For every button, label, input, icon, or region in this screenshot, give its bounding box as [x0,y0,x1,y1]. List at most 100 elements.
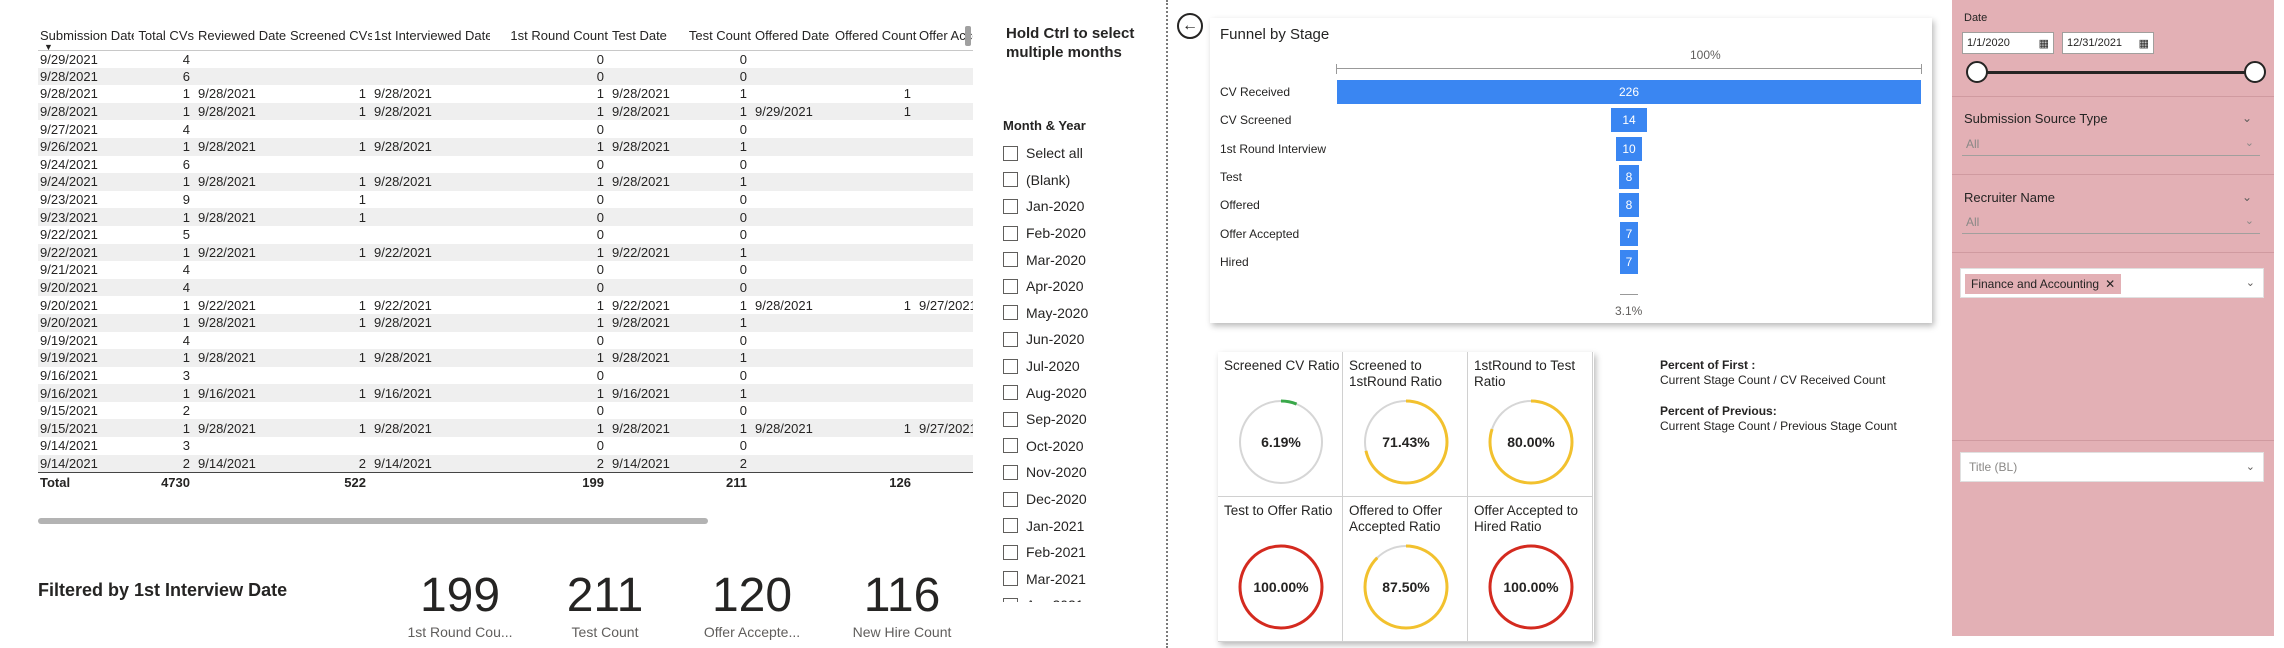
month-option[interactable]: Select all [1003,140,1153,167]
month-option[interactable]: Sep-2020 [1003,406,1153,433]
month-option[interactable]: May-2020 [1003,300,1153,327]
table-row[interactable]: 9/20/2021 1 9/28/2021 1 9/28/2021 1 9/28/2021 1 [38,313,973,332]
month-option[interactable]: Feb-2021 [1003,539,1153,566]
table-row[interactable]: 9/22/2021 5 0 0 [38,226,973,244]
month-option[interactable]: Oct-2020 [1003,433,1153,460]
checkbox[interactable] [1003,544,1018,560]
table-row[interactable]: 9/27/2021 4 0 0 [38,120,973,138]
table-row[interactable]: 9/24/2021 6 0 0 [38,156,973,174]
column-header[interactable]: Screened CVs [288,22,372,51]
date-end-input[interactable]: 12/31/2021 ▦ [2062,32,2154,54]
checkbox[interactable] [1003,198,1018,214]
table-row[interactable]: 9/15/2021 2 0 0 [38,402,973,420]
checkbox[interactable] [1003,305,1018,321]
checkbox[interactable] [1003,385,1018,401]
table-row[interactable]: 9/16/2021 1 9/16/2021 1 9/16/2021 1 9/16/2021 1 [38,384,973,402]
chevron-down-icon[interactable]: ⌄ [2241,190,2252,204]
table-row[interactable]: 9/14/2021 2 9/14/2021 2 9/14/2021 2 9/14/2021 2 [38,454,973,473]
month-option[interactable]: (Blank) [1003,167,1153,194]
table-row[interactable]: 9/15/2021 1 9/28/2021 1 9/28/2021 1 9/28/2021 1… [38,419,973,438]
chevron-down-icon[interactable]: ⌄ [2244,215,2254,227]
checkbox[interactable] [1003,518,1018,534]
source-type-dropdown[interactable]: All ⌄ [1962,132,2260,156]
checkbox[interactable] [1003,252,1018,268]
column-header[interactable]: Total CVs [134,22,196,51]
table-row[interactable]: 9/14/2021 3 0 0 [38,437,973,455]
table-vertical-scrollbar[interactable] [965,26,971,46]
chevron-down-icon[interactable]: ⌄ [2241,111,2252,125]
funnel-bar[interactable]: 7 [1619,221,1639,246]
table-horizontal-scrollbar[interactable] [38,518,708,524]
checkbox[interactable] [1003,172,1018,188]
column-header[interactable]: 1st Round Count [490,22,610,51]
table-row[interactable]: 9/26/2021 1 9/28/2021 1 9/28/2021 1 9/28/2021 1 [38,137,973,156]
table-row[interactable]: 9/21/2021 4 0 0 [38,261,973,279]
funnel-bar[interactable]: 14 [1610,108,1648,133]
checkbox[interactable] [1003,145,1018,161]
checkbox[interactable] [1003,597,1018,602]
table-row[interactable]: 9/24/2021 1 9/28/2021 1 9/28/2021 1 9/28/2021 1 [38,173,973,191]
date-start-input[interactable]: 1/1/2020 ▦ [1962,32,2054,54]
funnel-bar[interactable]: 8 [1618,193,1640,218]
funnel-bar[interactable]: 7 [1619,249,1639,274]
table-row[interactable]: 9/19/2021 1 9/28/2021 1 9/28/2021 1 9/28/2021 1 [38,349,973,367]
title-filter-dropdown[interactable]: Title (BL) ⌄ [1960,452,2264,482]
column-header[interactable]: Offer Accepte [917,22,973,51]
month-option[interactable]: Dec-2020 [1003,486,1153,513]
table-row[interactable]: 9/19/2021 4 0 0 [38,332,973,350]
month-option[interactable]: Nov-2020 [1003,459,1153,486]
checkbox[interactable] [1003,411,1018,427]
month-option[interactable]: Mar-2020 [1003,246,1153,273]
month-option[interactable]: Aug-2020 [1003,379,1153,406]
date-slider-start-handle[interactable] [1966,61,1988,83]
table-row[interactable]: 9/16/2021 3 0 0 [38,367,973,385]
column-header[interactable]: Offered Count [833,22,917,51]
checkbox[interactable] [1003,491,1018,507]
month-option[interactable]: Apr-2020 [1003,273,1153,300]
column-header[interactable]: Test Count [685,22,753,51]
column-header[interactable]: Submission Date [38,22,134,51]
month-option[interactable]: Apr-2021 [1003,592,1153,602]
recruiter-name-dropdown[interactable]: All ⌄ [1962,210,2260,234]
department-filter[interactable]: Finance and Accounting ✕ ⌄ [1960,268,2264,298]
table-row[interactable]: 9/28/2021 1 9/28/2021 1 9/28/2021 1 9/28/2021 1… [38,85,973,103]
table-row[interactable]: 9/23/2021 9 1 0 0 [38,191,973,209]
calendar-icon[interactable]: ▦ [2038,37,2049,50]
chevron-down-icon[interactable]: ⌄ [2245,277,2255,289]
checkbox[interactable] [1003,358,1018,374]
funnel-bar[interactable]: 226 [1337,80,1921,104]
month-option[interactable]: Jun-2020 [1003,326,1153,353]
column-header[interactable]: 1st Interviewed Date [372,22,490,51]
sort-descending-icon[interactable]: ▼ [44,42,53,52]
table-row[interactable]: 9/22/2021 1 9/22/2021 1 9/22/2021 1 9/22/2021 1 [38,243,973,262]
chevron-down-icon[interactable]: ⌄ [2245,461,2255,473]
column-header[interactable]: Reviewed Date [196,22,288,51]
table-row[interactable]: 9/29/2021 4 0 0 [38,50,973,68]
table-row[interactable]: 9/28/2021 1 9/28/2021 1 9/28/2021 1 9/28/2021 1… [38,102,973,121]
date-slider-end-handle[interactable] [2244,61,2266,83]
month-option[interactable]: Mar-2021 [1003,566,1153,593]
column-header[interactable]: Test Date [610,22,685,51]
month-option[interactable]: Feb-2020 [1003,220,1153,247]
back-button[interactable]: ← [1177,13,1203,39]
calendar-icon[interactable]: ▦ [2138,37,2149,50]
checkbox[interactable] [1003,225,1018,241]
checkbox[interactable] [1003,438,1018,454]
table-row[interactable]: 9/20/2021 1 9/22/2021 1 9/22/2021 1 9/22/2021 1… [38,296,973,314]
table-row[interactable]: 9/23/2021 1 9/28/2021 1 0 0 [38,208,973,226]
table-row[interactable]: 9/28/2021 6 0 0 [38,67,973,86]
month-option[interactable]: Jan-2021 [1003,512,1153,539]
checkbox[interactable] [1003,571,1018,587]
funnel-bar[interactable]: 8 [1618,164,1640,189]
close-icon[interactable]: ✕ [2105,277,2116,291]
checkbox[interactable] [1003,464,1018,480]
month-option[interactable]: Jul-2020 [1003,353,1153,380]
funnel-bar[interactable]: 10 [1616,136,1642,161]
table-row[interactable]: 9/20/2021 4 0 0 [38,278,973,297]
chevron-down-icon[interactable]: ⌄ [2244,137,2254,149]
date-range-slider[interactable] [1976,71,2254,74]
checkbox[interactable] [1003,331,1018,347]
checkbox[interactable] [1003,278,1018,294]
column-header[interactable]: Offered Date [753,22,833,51]
month-slicer[interactable]: Select all (Blank) Jan-2020 Feb-2020 Mar-202… [1003,140,1153,602]
